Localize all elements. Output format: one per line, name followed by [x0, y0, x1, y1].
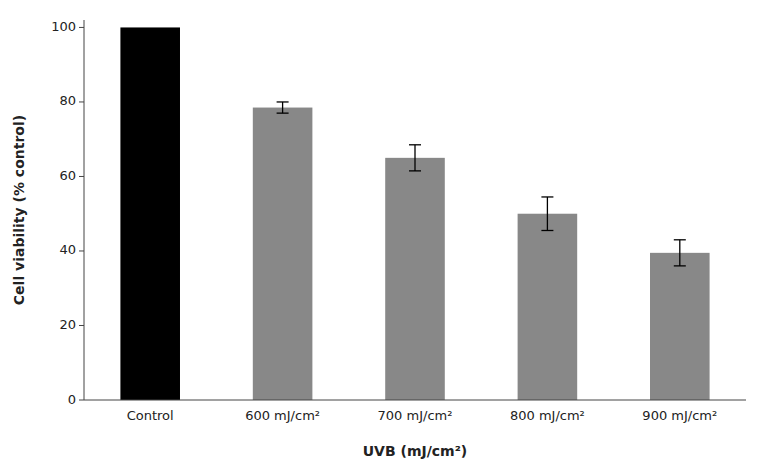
y-tick-label: 0 — [68, 392, 76, 407]
error-bar-cap — [277, 112, 289, 113]
y-tick — [79, 27, 84, 28]
error-bar — [409, 145, 421, 171]
y-tick — [79, 250, 84, 251]
x-tick-label: 700 mJ/cm² — [378, 408, 453, 423]
error-bars — [277, 102, 686, 266]
error-bar-stem — [414, 145, 415, 171]
error-bar-stem — [282, 102, 283, 113]
error-bar-cap — [541, 230, 553, 231]
y-tick-label: 20 — [59, 317, 76, 332]
axes: 0 20 40 60 80 100 Control 600 mJ/cm² 700 mJ/cm² 8… — [51, 19, 746, 423]
x-tick-label: 900 mJ/cm² — [642, 408, 717, 423]
y-tick — [79, 176, 84, 177]
x-tick-label: Control — [127, 408, 174, 423]
bar — [518, 214, 578, 400]
chart-svg: 0 20 40 60 80 100 Control 600 mJ/cm² 700 mJ/cm² 8… — [0, 0, 768, 472]
error-bar-cap — [674, 265, 686, 266]
error-bar-stem — [547, 197, 548, 231]
y-tick-label: 40 — [59, 242, 76, 257]
y-axis-line — [84, 20, 85, 400]
y-axis-label: Cell viability (% control) — [11, 115, 27, 305]
y-tick-label: 100 — [51, 19, 76, 34]
bar — [650, 253, 710, 400]
error-bar-cap — [674, 239, 686, 240]
chart-container: 0 20 40 60 80 100 Control 600 mJ/cm² 700 mJ/cm² 8… — [0, 0, 768, 472]
x-tick-label: 600 mJ/cm² — [245, 408, 320, 423]
error-bar-cap — [409, 144, 421, 145]
error-bar-cap — [541, 196, 553, 197]
y-tick — [79, 325, 84, 326]
error-bar-stem — [679, 240, 680, 266]
y-tick-label: 80 — [59, 93, 76, 108]
x-axis-line — [84, 400, 746, 401]
error-bar-cap — [409, 170, 421, 171]
error-bar — [541, 197, 553, 231]
x-axis-label: UVB (mJ/cm²) — [363, 443, 467, 459]
bar — [120, 27, 180, 400]
bars — [120, 27, 709, 400]
error-bar-cap — [277, 101, 289, 102]
bar — [253, 108, 313, 400]
y-tick-label: 60 — [59, 168, 76, 183]
bar — [385, 158, 445, 400]
y-tick — [79, 400, 84, 401]
error-bar — [674, 240, 686, 266]
error-bar — [277, 102, 289, 113]
x-tick-label: 800 mJ/cm² — [510, 408, 585, 423]
y-tick — [79, 101, 84, 102]
